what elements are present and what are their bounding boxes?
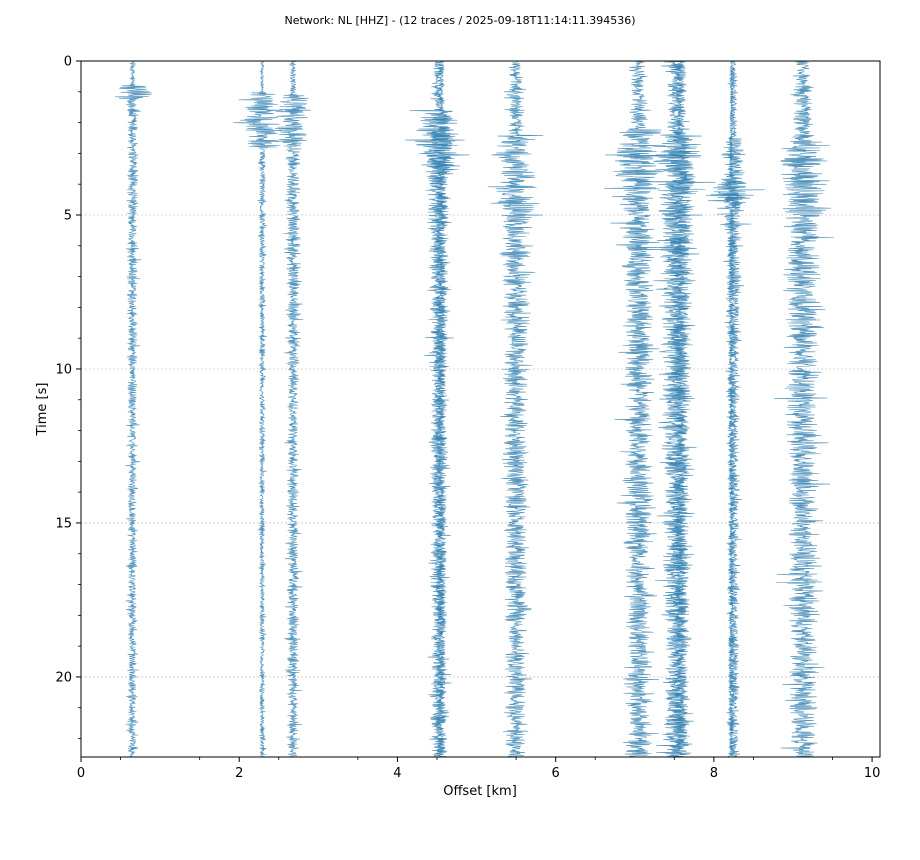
x-tick-label: 0 (77, 766, 85, 781)
x-tick-label: 8 (710, 766, 718, 781)
axis-ticks: 0 5 10 15 20 0 2 4 6 8 10 (55, 55, 880, 782)
grid-lines (81, 214, 880, 678)
seismic-trace (705, 60, 765, 758)
x-tick-label: 6 (552, 766, 560, 781)
trace-layer (114, 60, 834, 758)
seismic-trace (665, 60, 706, 758)
y-tick-label: 10 (55, 362, 72, 377)
seismic-trace (274, 60, 311, 758)
y-tick-label: 15 (55, 516, 72, 531)
y-tick-label: 5 (64, 208, 72, 223)
seismic-trace (635, 60, 716, 758)
seismic-trace (774, 60, 834, 758)
x-tick-label: 2 (235, 766, 243, 781)
seismic-trace (603, 60, 667, 758)
y-tick-label: 20 (55, 670, 72, 685)
seismic-trace (114, 60, 152, 758)
x-tick-label: 10 (864, 766, 881, 781)
seismic-trace (416, 60, 465, 758)
x-tick-label: 4 (393, 766, 401, 781)
seismic-trace (487, 60, 544, 758)
x-axis-label: Offset [km] (443, 784, 517, 799)
seismic-trace (716, 60, 752, 758)
plot-frame (80, 60, 881, 758)
y-axis-label: Time [s] (35, 383, 50, 437)
seismic-trace (233, 60, 283, 758)
chart-title: Network: NL [HHZ] - (12 traces / 2025-09… (284, 14, 635, 27)
y-tick-label: 0 (64, 55, 72, 70)
